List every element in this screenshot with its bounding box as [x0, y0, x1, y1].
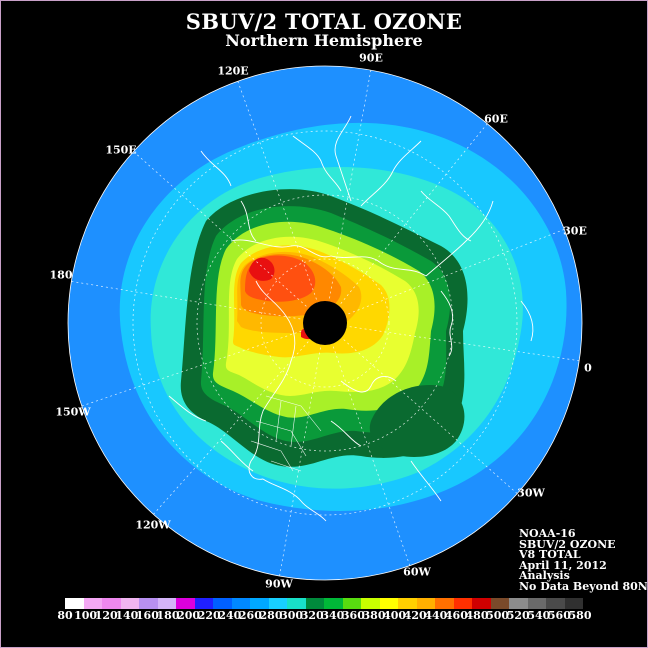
colorbar-swatch-17 — [379, 598, 398, 609]
info-note: No Data Beyond 80N — [519, 579, 648, 593]
colorbar-label-300: 300 — [280, 609, 304, 622]
colorbar-label-280: 280 — [259, 609, 283, 622]
colorbar-label-380: 380 — [362, 609, 386, 622]
colorbar-swatch-5 — [157, 598, 176, 609]
lon-label-120w: 120W — [135, 518, 171, 532]
colorbar-swatch-22 — [472, 598, 491, 609]
colorbar-label-560: 560 — [547, 609, 571, 622]
lon-label-150e: 150E — [105, 143, 137, 157]
graticule-lines — [68, 68, 582, 580]
colorbar-swatch-9 — [231, 598, 250, 609]
colorbar-label-260: 260 — [238, 609, 262, 622]
lon-label-150w: 150W — [55, 405, 91, 419]
colorbar-swatch-7 — [194, 598, 213, 609]
colorbar-label-440: 440 — [424, 609, 448, 622]
colorbar-swatch-23 — [490, 598, 509, 609]
lon-label-30e: 30E — [563, 224, 587, 238]
info-instrument: SBUV/2 OZONE — [519, 537, 616, 551]
colorbar-label-220: 220 — [197, 609, 221, 622]
colorbar-label-580: 580 — [568, 609, 592, 622]
colorbar-label-240: 240 — [218, 609, 242, 622]
colorbar-label-320: 320 — [300, 609, 324, 622]
colorbar-swatch-6 — [176, 598, 195, 609]
colorbar-swatch-15 — [342, 598, 361, 609]
colorbar-swatch-26 — [546, 598, 565, 609]
colorbar-label-540: 540 — [527, 609, 551, 622]
colorbar-label-400: 400 — [383, 609, 407, 622]
lon-label-0: 0 — [584, 361, 592, 375]
colorbar-swatch-0 — [65, 598, 84, 609]
pole-no-data-disk — [303, 301, 347, 345]
colorbar-label-340: 340 — [321, 609, 345, 622]
lon-label-60w: 60W — [403, 565, 431, 579]
colorbar-swatch-16 — [361, 598, 380, 609]
info-block: NOAA-16 SBUV/2 OZONE V8 TOTAL April 11, … — [519, 527, 648, 593]
colorbar-swatch-18 — [398, 598, 417, 609]
colorbar-label-420: 420 — [403, 609, 427, 622]
colorbar-label-180: 180 — [156, 609, 180, 622]
colorbar-label-500: 500 — [486, 609, 510, 622]
colorbar-swatch-19 — [416, 598, 435, 609]
colorbar-label-200: 200 — [177, 609, 201, 622]
colorbar-label-120: 120 — [94, 609, 118, 622]
colorbar-swatch-1 — [83, 598, 102, 609]
lon-label-60e: 60E — [484, 112, 508, 126]
colorbar-swatch-11 — [268, 598, 287, 609]
lon-label-120e: 120E — [217, 64, 249, 78]
colorbar-swatch-12 — [287, 598, 306, 609]
coastlines — [168, 115, 534, 522]
colorbar — [65, 598, 583, 609]
map-border — [67, 65, 583, 581]
colorbar-swatch-20 — [435, 598, 454, 609]
info-date: April 11, 2012 — [519, 558, 607, 572]
colorbar-swatch-13 — [305, 598, 324, 609]
colorbar-swatch-24 — [509, 598, 528, 609]
colorbar-label-360: 360 — [341, 609, 365, 622]
us-state-borders — [250, 395, 322, 472]
info-product: Analysis — [519, 569, 570, 582]
colorbar-swatch-3 — [120, 598, 139, 609]
colorbar-label-460: 460 — [444, 609, 468, 622]
lon-label-30w: 30W — [517, 486, 545, 500]
colorbar-swatch-25 — [527, 598, 546, 609]
colorbar-swatch-14 — [324, 598, 343, 609]
ozone-contour-340-atlantic — [369, 385, 465, 457]
lon-label-90w: 90W — [265, 577, 293, 591]
info-satellite: NOAA-16 — [519, 527, 576, 540]
colorbar-swatch-10 — [250, 598, 269, 609]
colorbar-swatch-4 — [139, 598, 158, 609]
colorbar-swatch-27 — [564, 598, 583, 609]
colorbar-swatch-2 — [102, 598, 121, 609]
lon-label-180: 180 — [49, 268, 73, 282]
info-version: V8 TOTAL — [519, 548, 581, 561]
colorbar-label-520: 520 — [506, 609, 530, 622]
ozone-contour-500 — [249, 257, 275, 281]
colorbar-label-480: 480 — [465, 609, 489, 622]
colorbar-labels: 80 100 120 140 160 180 200 220 240 260 280 300 320 34… — [55, 609, 615, 623]
colorbar-label-80: 80 — [57, 609, 73, 622]
colorbar-label-160: 160 — [135, 609, 159, 622]
colorbar-swatch-8 — [213, 598, 232, 609]
colorbar-label-100: 100 — [74, 609, 98, 622]
chart-title: SBUV/2 TOTAL OZONE — [185, 9, 463, 34]
colorbar-label-140: 140 — [115, 609, 139, 622]
colorbar-swatch-21 — [453, 598, 472, 609]
lon-label-90e: 90E — [359, 51, 383, 65]
chart-subtitle: Northern Hemisphere — [225, 31, 423, 50]
